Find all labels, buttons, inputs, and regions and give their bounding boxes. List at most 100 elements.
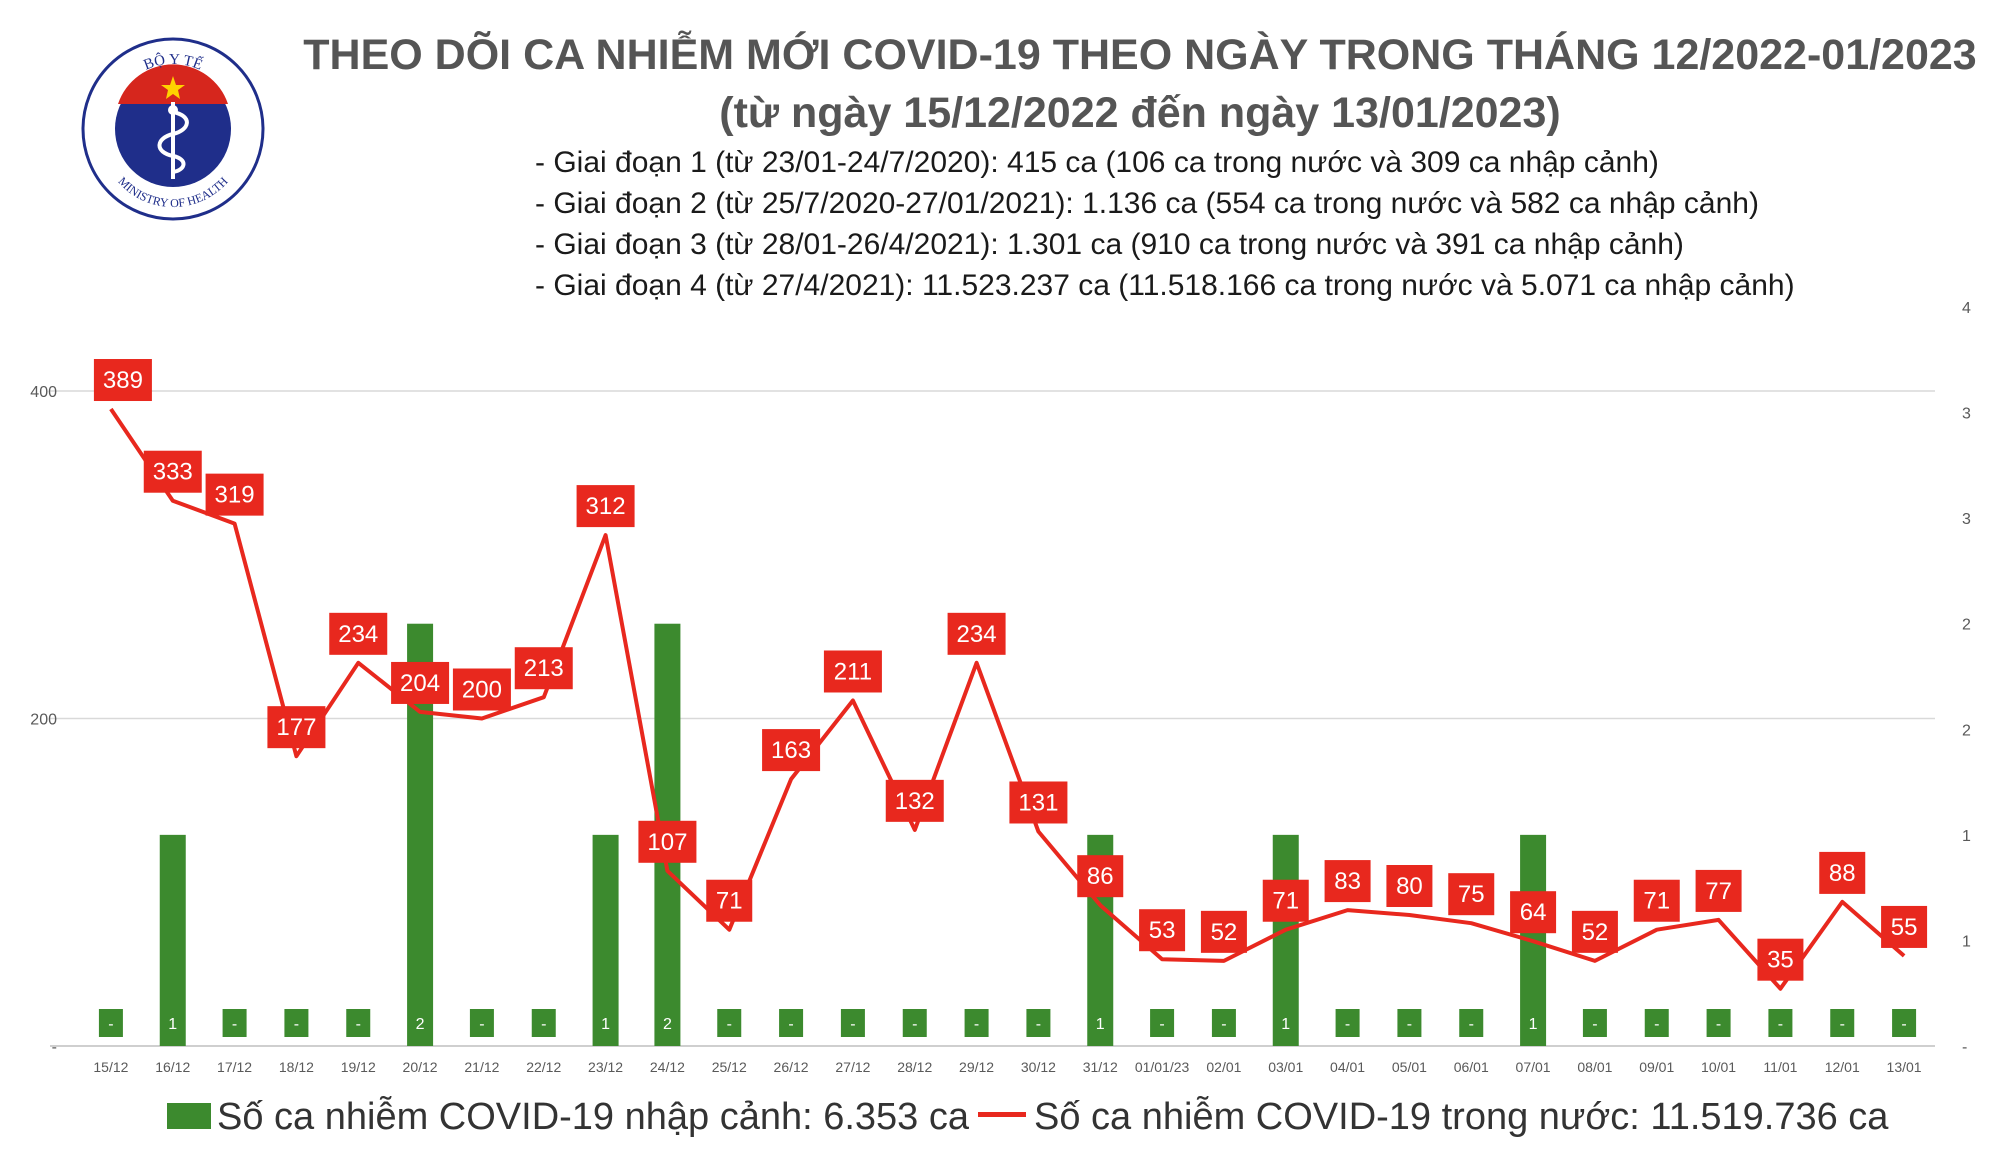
- y-axis-right: -11223344: [1962, 300, 1971, 1056]
- bar-label-box: [840, 1009, 865, 1037]
- line-label-box: [329, 612, 388, 655]
- stages-list: - Giai đoạn 1 (từ 23/01-24/7/2020): 415 …: [535, 142, 1795, 306]
- bar-data-label: -: [108, 1016, 113, 1033]
- gridlines: [50, 390, 1935, 1047]
- bar-data-label: -: [1840, 1016, 1845, 1033]
- x-tick-label: 04/01: [1330, 1059, 1365, 1075]
- chart-title: THEO DÕI CA NHIỄM MỚI COVID-19 THEO NGÀY…: [303, 31, 1977, 79]
- line-data-label: 83: [1334, 868, 1361, 895]
- line-label-box: [947, 612, 1006, 655]
- stage-4-text: - Giai đoạn 4 (từ 27/4/2021): 11.523.237…: [535, 269, 1795, 302]
- bar-label-box: [1335, 1009, 1360, 1037]
- bar-data-label: -: [1345, 1016, 1350, 1033]
- line-data-label: 234: [338, 621, 378, 648]
- x-tick-label: 28/12: [897, 1059, 932, 1075]
- bar-label-box: [222, 1009, 247, 1037]
- line-data-labels: 389 333 319 177 234 204 200 213 312 107 71 163 211 13…: [93, 359, 1928, 981]
- line-label-box: [1386, 865, 1433, 907]
- line-data-label: 319: [215, 482, 255, 509]
- x-tick-label: 02/01: [1206, 1059, 1241, 1075]
- x-tick-label: 29/12: [959, 1059, 994, 1075]
- line-data-label: 177: [276, 714, 316, 741]
- bar-label-box: [1521, 1009, 1546, 1037]
- line-label-box: [1633, 879, 1680, 922]
- line-data-label: 52: [1582, 919, 1609, 946]
- line-label-box: [1139, 909, 1186, 952]
- x-tick-label: 25/12: [712, 1059, 747, 1075]
- x-tick-label: 17/12: [217, 1059, 252, 1075]
- x-tick-label: 08/01: [1577, 1059, 1612, 1075]
- y-right-tick-label: 1: [1962, 828, 1971, 845]
- bar-label-box: [531, 1009, 556, 1037]
- bar-data-label: 1: [1529, 1016, 1538, 1033]
- line-data-label: 200: [462, 677, 502, 704]
- bar-label-box: [1706, 1009, 1731, 1037]
- line-label-box: [1077, 855, 1124, 898]
- bar-data-label: -: [727, 1016, 732, 1033]
- x-tick-label: 07/01: [1516, 1059, 1551, 1075]
- x-tick-label: 21/12: [464, 1059, 499, 1075]
- bar-label-box: [160, 1009, 185, 1037]
- y-right-tick-label: 1: [1962, 933, 1971, 950]
- bar-data-label: -: [356, 1016, 361, 1033]
- x-tick-label: 10/01: [1701, 1059, 1736, 1075]
- bar-label-box: [593, 1009, 618, 1037]
- bar-label-box: [98, 1009, 123, 1037]
- line-data-label: 52: [1211, 919, 1238, 946]
- line-data-label: 88: [1829, 860, 1856, 887]
- line-label-box: [1324, 860, 1371, 903]
- line-data-label: 132: [895, 788, 935, 815]
- bar-data-label: 2: [416, 1016, 425, 1033]
- line-label-box: [1819, 851, 1866, 894]
- x-tick-label: 12/01: [1825, 1059, 1860, 1075]
- x-tick-label: 27/12: [835, 1059, 870, 1075]
- bar-label-box: [1582, 1009, 1607, 1037]
- line-data-label: 55: [1891, 914, 1918, 941]
- line-data-label: 80: [1396, 873, 1423, 900]
- line-label-box: [1571, 910, 1618, 953]
- line-label-box: [1448, 873, 1495, 916]
- bar-data-label: 1: [601, 1016, 610, 1033]
- bar-data-label: 2: [663, 1016, 672, 1033]
- line-data-label: 75: [1458, 881, 1485, 908]
- x-tick-label: 09/01: [1639, 1059, 1674, 1075]
- line-data-label: 71: [1643, 888, 1670, 915]
- line-data-label: 163: [771, 737, 811, 764]
- line-label-box: [1757, 938, 1804, 981]
- x-tick-label: 31/12: [1083, 1059, 1118, 1075]
- bar-data-label: -: [1778, 1016, 1783, 1033]
- y-right-tick-label: 2: [1962, 617, 1971, 634]
- bar-label-box: [284, 1009, 309, 1037]
- y-right-tick-label: 4: [1962, 300, 1971, 317]
- ministry-of-health-logo: BỘ Y TẾ MINISTRY OF HEALTH: [81, 37, 265, 221]
- bar-data-label: 1: [1096, 1016, 1105, 1033]
- legend-line-swatch: [978, 1112, 1026, 1118]
- line-data-label: 204: [400, 670, 440, 697]
- bar-label-box: [1892, 1009, 1917, 1037]
- line-label-box: [391, 661, 450, 704]
- bar-label-box: [1644, 1009, 1669, 1037]
- x-tick-label: 13/01: [1887, 1059, 1922, 1075]
- line-label-box: [1881, 905, 1928, 948]
- legend-bar-item: Số ca nhiễm COVID-19 nhập cảnh: 6.353 ca: [167, 1096, 969, 1139]
- bar-data-label: -: [541, 1016, 546, 1033]
- line-data-label: 64: [1520, 899, 1547, 926]
- bar-data-label: -: [1407, 1016, 1412, 1033]
- bar-label-box: [1273, 1009, 1298, 1037]
- line-data-label: 71: [716, 888, 743, 915]
- bar-data-label: -: [1716, 1016, 1721, 1033]
- bar-label-box: [1026, 1009, 1051, 1037]
- line-label-box: [638, 820, 697, 863]
- bar-label-box: [1459, 1009, 1484, 1037]
- line-label-box: [267, 706, 326, 749]
- bar-data-label: -: [1901, 1016, 1906, 1033]
- bar-data-label: -: [1592, 1016, 1597, 1033]
- line-label-box: [143, 450, 202, 493]
- line-label-box: [706, 879, 753, 922]
- bar-label-box: [779, 1009, 804, 1037]
- x-tick-label: 03/01: [1268, 1059, 1303, 1075]
- x-axis: 15/12 16/12 17/12 18/12 19/12 20/12 21/12 22/12…: [93, 1059, 1921, 1075]
- line-label-box: [1009, 781, 1068, 824]
- x-tick-label: 11/01: [1763, 1059, 1797, 1075]
